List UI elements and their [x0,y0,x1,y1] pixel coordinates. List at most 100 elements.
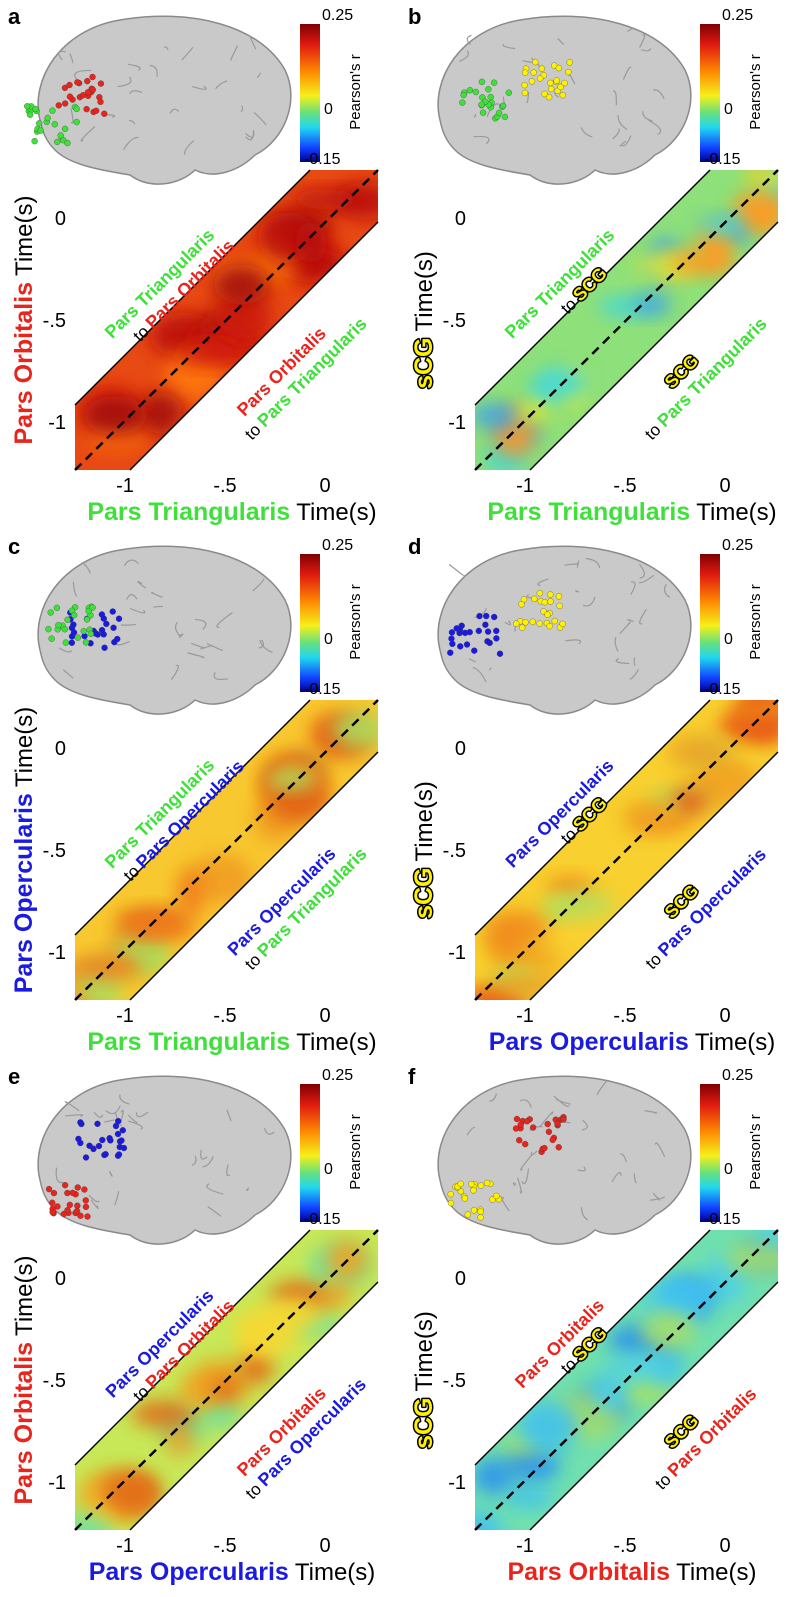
brain-sulcus [473,135,490,145]
brain-sulcus [245,1187,250,1192]
electrode [545,1128,553,1135]
colorbar-max: 0.25 [322,537,353,554]
brain-sulcus [652,89,665,100]
diagonal [474,699,779,1001]
diagonal [74,699,379,1001]
electrode [73,1207,81,1215]
brain-sulcus [639,574,655,584]
colorbar-title: Pearson's r [747,584,764,659]
heatmap-blob [122,912,195,942]
brain-sulcus [120,623,136,626]
electrode [546,622,553,630]
brain-sulcus [648,119,662,135]
y-axis-label: sCG Time(s) [410,251,438,389]
y-tick-label: -.5 [443,1370,466,1392]
brain-sulcus [627,27,635,32]
y-region: sCG [410,338,438,389]
electrode [84,77,91,85]
electrode [491,613,498,621]
colorbar-mid: 0 [724,1161,733,1178]
brain-sulcus [448,563,465,577]
electrode [521,81,528,89]
y-tick-label: -.5 [443,310,466,332]
heatmap-blob [83,396,148,436]
electrode [470,1207,478,1214]
x-region: Pars Opercularis [89,1558,289,1586]
brain-sulcus [240,105,244,113]
heatmap-blob [291,189,360,210]
electrode [555,1144,562,1151]
heatmap-blob [475,403,521,428]
electrode [518,601,525,608]
electrode [522,1140,529,1148]
heatmap-blob [234,1305,301,1357]
brain-sulcus [627,619,634,622]
brain-sulcus [611,1171,622,1183]
brain-sulcus [619,1153,627,1163]
brain-sulcus [530,1150,538,1156]
electrode [77,1119,84,1126]
colorbar-title: Pearson's r [747,1114,764,1189]
electrode [62,639,70,646]
electrode [468,1180,475,1188]
y-region: Pars Opercularis [10,793,38,993]
x-tick-label: 0 [319,1535,330,1557]
brain-sulcus [639,608,647,625]
brain-outline [37,15,292,185]
electrode [64,1189,71,1197]
colorbar-max: 0.25 [722,1067,753,1084]
brain-sulcus [191,1155,197,1166]
electrode [458,622,465,629]
colorbar [700,554,720,692]
electrode [32,105,39,113]
y-tick-label: 0 [455,208,466,230]
brain-sulcus [525,91,530,104]
x-tick-label: -.5 [613,1535,636,1557]
electrode [70,629,78,636]
brain-sulcus [256,72,261,78]
y-unit: Time(s) [411,1311,438,1391]
electrode [484,628,492,635]
electrode [86,1142,93,1149]
brain-sulcus [129,607,146,614]
electrode [548,85,555,93]
heatmap-blob [621,800,678,835]
electrode [115,615,123,622]
y-region: sCG [410,1398,438,1449]
diagonal [74,1229,379,1531]
brain-sulcus [575,590,580,593]
band-edge [474,169,711,406]
x-tick-label: -1 [516,1535,534,1557]
electrode [82,1154,90,1161]
heatmap-blob [517,395,556,424]
brain-sulcus [93,1111,104,1118]
electrode [517,1121,524,1128]
electrode [547,79,554,87]
heatmap-blob [764,170,778,204]
electrode [61,84,69,91]
y-tick-label: -.5 [43,840,66,862]
brain-sulcus [187,652,205,659]
brain-sulcus [612,90,617,106]
electrode [529,618,536,625]
y-tick-label: 0 [55,208,66,230]
electrode [49,107,56,114]
brain-sulcus [126,594,138,600]
colorbar-mid: 0 [724,631,733,648]
y-tick-label: -1 [448,1472,466,1494]
brain-sulcus [649,1196,666,1201]
brain-sulcus [619,140,627,147]
band-edge [129,751,379,1001]
colorbar-mid: 0 [324,631,333,648]
electrode [544,611,551,618]
electrode [73,118,80,126]
electrode [82,1203,90,1210]
electrode [64,1207,71,1214]
electrode [565,68,572,76]
electrode [551,617,558,625]
electrode [499,102,507,109]
electrode [120,1144,128,1152]
brain-sulcus [195,618,207,630]
